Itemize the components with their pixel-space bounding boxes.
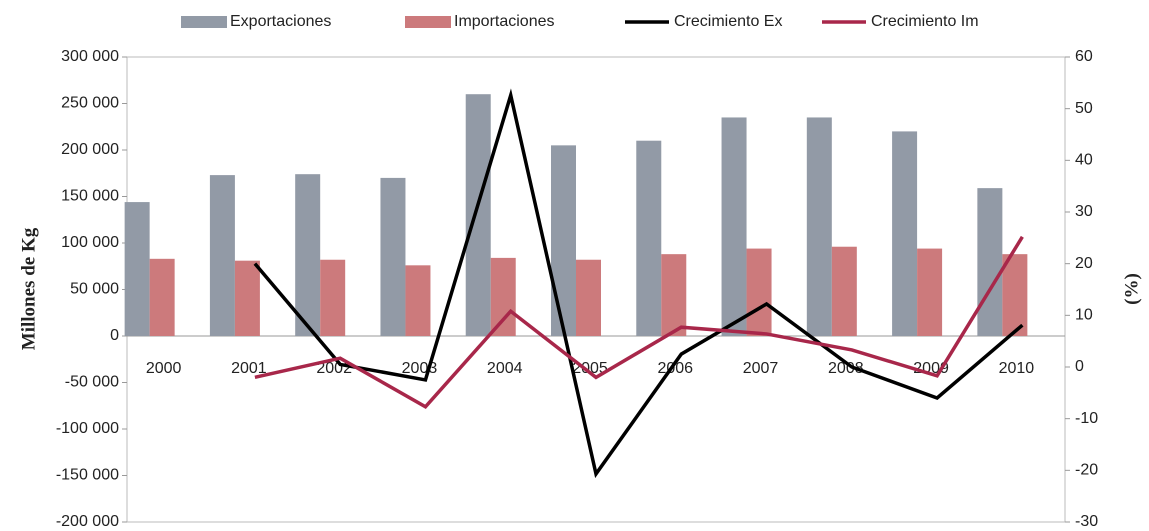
bar [234,260,260,336]
y-tick-label: 150 000 [61,188,119,205]
y-tick-label: 250 000 [61,95,119,112]
y2-tick-label: 0 [1075,358,1084,375]
x-tick-label: 2001 [231,360,267,377]
bar [320,259,346,336]
bar [892,131,918,336]
y-axis-title: Millones de Kg [18,227,39,350]
legend-label: Crecimiento Ex [674,13,782,30]
legend-swatch [181,16,227,28]
bar [124,202,150,336]
y2-tick-label: 40 [1075,152,1093,169]
y-tick-label: 200 000 [61,141,119,158]
bar [1002,254,1028,336]
bar [551,145,576,336]
y2-tick-label: -10 [1075,410,1098,427]
y-tick-label: -100 000 [56,420,119,437]
y-tick-label: 100 000 [61,234,119,251]
bar [806,117,832,336]
y-tick-label: -200 000 [56,513,119,530]
x-tick-label: 2007 [743,360,779,377]
legend-swatch [405,16,451,28]
bar [465,94,491,336]
y2-axis-title: (%) [1121,273,1142,305]
y-tick-label: 300 000 [61,48,119,65]
bar [977,188,1003,336]
bar [576,259,601,336]
bar [721,117,747,336]
bar [917,248,943,336]
bar [661,254,687,336]
bar [490,257,516,336]
y2-tick-label: 50 [1075,100,1093,117]
bar [636,140,662,336]
bar [149,258,175,336]
y2-tick-label: 10 [1075,307,1093,324]
y-tick-label: -150 000 [56,467,119,484]
bar [746,248,772,336]
legend-label: Exportaciones [230,13,331,30]
bar [831,246,857,336]
y2-tick-label: -20 [1075,462,1098,479]
x-tick-label: 2004 [487,360,523,377]
bar [295,174,321,336]
bar [405,265,431,336]
y-tick-label: 50 000 [70,281,119,298]
bar [380,177,406,336]
bar [209,175,235,336]
x-tick-label: 2010 [999,360,1035,377]
y-tick-label: -50 000 [65,374,119,391]
legend-label: Crecimiento Im [871,13,979,30]
y2-tick-label: 20 [1075,255,1093,272]
line [254,235,1024,410]
y-tick-label: 0 [110,327,119,344]
x-tick-label: 2008 [828,360,864,377]
line [253,88,1024,479]
y2-tick-label: -30 [1075,513,1098,530]
legend-label: Importaciones [454,13,555,30]
y2-tick-label: 30 [1075,203,1093,220]
x-tick-label: 2000 [146,360,182,377]
y2-tick-label: 60 [1075,48,1093,65]
